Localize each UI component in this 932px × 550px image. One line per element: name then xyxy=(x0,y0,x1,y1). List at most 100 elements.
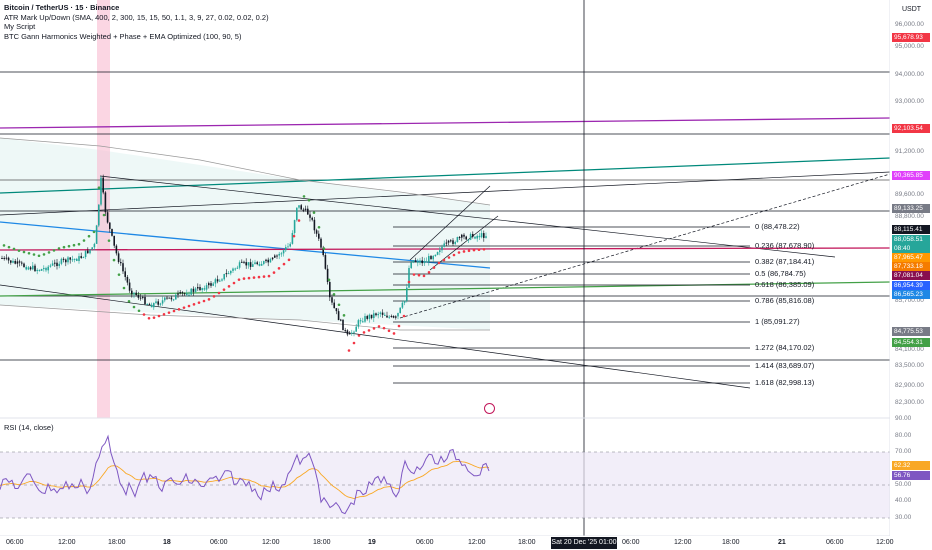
candle-body xyxy=(412,260,415,263)
time-tick: 18:00 xyxy=(313,539,331,546)
candle-body xyxy=(106,212,109,223)
session-highlight xyxy=(97,0,110,418)
ema-dot xyxy=(237,278,241,281)
candle-body xyxy=(425,261,428,263)
candle-body xyxy=(159,303,162,305)
ema-dot xyxy=(357,334,361,337)
candle-body xyxy=(146,303,148,305)
candle-body xyxy=(122,263,124,272)
ema-dot xyxy=(57,247,61,250)
time-tick: 18:00 xyxy=(108,539,126,546)
ema-dot xyxy=(227,285,231,288)
candle-body xyxy=(258,264,261,266)
candle-body xyxy=(265,259,267,262)
candle-body xyxy=(12,260,14,263)
ema-dot xyxy=(277,267,281,270)
candle-body xyxy=(414,260,417,262)
candle-body xyxy=(34,265,36,272)
candle-body xyxy=(267,259,269,263)
ema-dot xyxy=(407,280,411,284)
candle-body xyxy=(65,259,67,263)
price-chart[interactable] xyxy=(0,0,890,536)
ema-dot xyxy=(287,258,291,262)
ema-dot xyxy=(242,277,246,280)
ema-dot xyxy=(347,349,351,352)
ema-dot xyxy=(467,249,471,253)
ema-dot xyxy=(262,275,266,278)
ema-dot xyxy=(92,230,96,234)
ema-dot xyxy=(7,245,11,249)
rsi-tick: 30.00 xyxy=(895,514,912,521)
candle-body xyxy=(406,287,408,301)
candle-body xyxy=(434,254,437,257)
ema-dot xyxy=(197,301,201,304)
candle-body xyxy=(166,297,168,299)
price-tag: 87,081.04 xyxy=(892,271,930,280)
candle-body xyxy=(379,312,382,314)
candlestick-series xyxy=(1,174,487,337)
candle-body xyxy=(293,220,296,233)
candle-body xyxy=(7,257,10,261)
candle-body xyxy=(441,246,443,251)
ema-dot xyxy=(182,306,186,309)
candle-body xyxy=(390,315,393,317)
candle-body xyxy=(199,287,201,291)
candle-body xyxy=(355,326,357,332)
candle-body xyxy=(137,294,140,298)
candle-body xyxy=(476,235,478,239)
ema-dot xyxy=(52,249,56,252)
alert-icon[interactable] xyxy=(484,403,495,414)
ema-dot xyxy=(152,316,156,319)
candle-body xyxy=(271,257,274,260)
ema-dot xyxy=(107,239,111,242)
candle-body xyxy=(311,217,313,220)
candle-body xyxy=(58,263,60,267)
candle-body xyxy=(84,250,87,258)
ema-dot xyxy=(217,291,221,295)
candle-body xyxy=(62,258,65,260)
candle-body xyxy=(344,330,346,332)
candle-body xyxy=(234,268,236,270)
candle-body xyxy=(370,314,373,319)
channel-lower xyxy=(0,304,490,331)
candle-body xyxy=(5,257,8,259)
indicator-my-script[interactable]: My Script xyxy=(4,22,36,32)
symbol-title[interactable]: Bitcoin / TetherUS · 15 · Binance xyxy=(4,3,120,12)
candle-body xyxy=(214,279,217,284)
ema-dot xyxy=(437,261,441,265)
price-tag: 92,103.54 xyxy=(892,124,930,133)
candle-body xyxy=(315,230,318,234)
candle-body xyxy=(467,239,470,241)
candle-body xyxy=(399,307,401,314)
candle-body xyxy=(27,267,30,270)
indicator-gann[interactable]: BTC Gann Harmonics Weighted + Phase + EM… xyxy=(4,31,242,41)
candle-body xyxy=(208,283,210,286)
price-tick: 85,700.00 xyxy=(895,297,924,304)
fib-level-label: 0.382 (87,184.41) xyxy=(755,257,815,266)
gann-line-purple xyxy=(0,117,890,129)
blue-ema-line xyxy=(0,221,491,269)
price-tick: 93,000.00 xyxy=(895,98,924,105)
candle-body xyxy=(300,205,302,210)
ema-dot xyxy=(477,248,481,251)
candle-body xyxy=(465,236,467,240)
ema-dot xyxy=(377,325,381,328)
candle-body xyxy=(164,297,166,301)
rsi-tick: 90.00 xyxy=(895,415,912,422)
green-line xyxy=(0,281,890,297)
price-tag: 86,954.39 xyxy=(892,281,930,290)
axis-unit[interactable]: USDT xyxy=(902,6,922,13)
candle-body xyxy=(302,209,305,211)
candle-body xyxy=(353,331,355,333)
candle-body xyxy=(223,273,225,280)
indicator-atr[interactable]: ATR Mark Up/Down (SMA, 400, 2, 300, 15, … xyxy=(4,12,269,22)
rsi-legend[interactable]: RSI (14, close) xyxy=(4,423,54,432)
candle-body xyxy=(322,247,324,256)
candle-body xyxy=(18,261,21,263)
candle-body xyxy=(443,243,445,247)
price-tag: 88,115.41 xyxy=(892,225,930,234)
price-tag: 89,133.25 xyxy=(892,204,930,213)
candle-body xyxy=(219,280,221,282)
candle-body xyxy=(205,285,208,290)
candle-body xyxy=(432,256,434,260)
